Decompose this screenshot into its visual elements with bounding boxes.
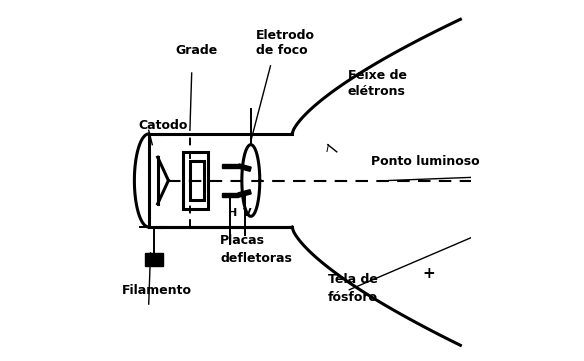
Text: Ponto luminoso: Ponto luminoso: [371, 155, 479, 168]
Text: fósforo: fósforo: [328, 291, 378, 304]
Bar: [145, 253, 163, 266]
Text: Catodo: Catodo: [138, 119, 187, 132]
Text: Filamento: Filamento: [122, 284, 192, 297]
Text: Eletrodo: Eletrodo: [256, 29, 315, 42]
Text: defletoras: defletoras: [220, 252, 292, 265]
Text: Feixe de: Feixe de: [347, 69, 406, 82]
Text: elétrons: elétrons: [347, 85, 405, 98]
Text: +: +: [423, 266, 436, 281]
Text: Grade: Grade: [176, 44, 218, 57]
Bar: [222, 164, 238, 168]
Text: de foco: de foco: [256, 44, 308, 57]
Bar: [222, 193, 238, 197]
Polygon shape: [190, 161, 204, 200]
Text: H: H: [228, 208, 238, 218]
Text: V: V: [243, 208, 252, 218]
Text: Placas: Placas: [220, 234, 265, 247]
Text: l: l: [326, 144, 329, 154]
Text: Tela de: Tela de: [328, 273, 378, 286]
Bar: [238, 164, 251, 171]
Bar: [238, 190, 251, 197]
